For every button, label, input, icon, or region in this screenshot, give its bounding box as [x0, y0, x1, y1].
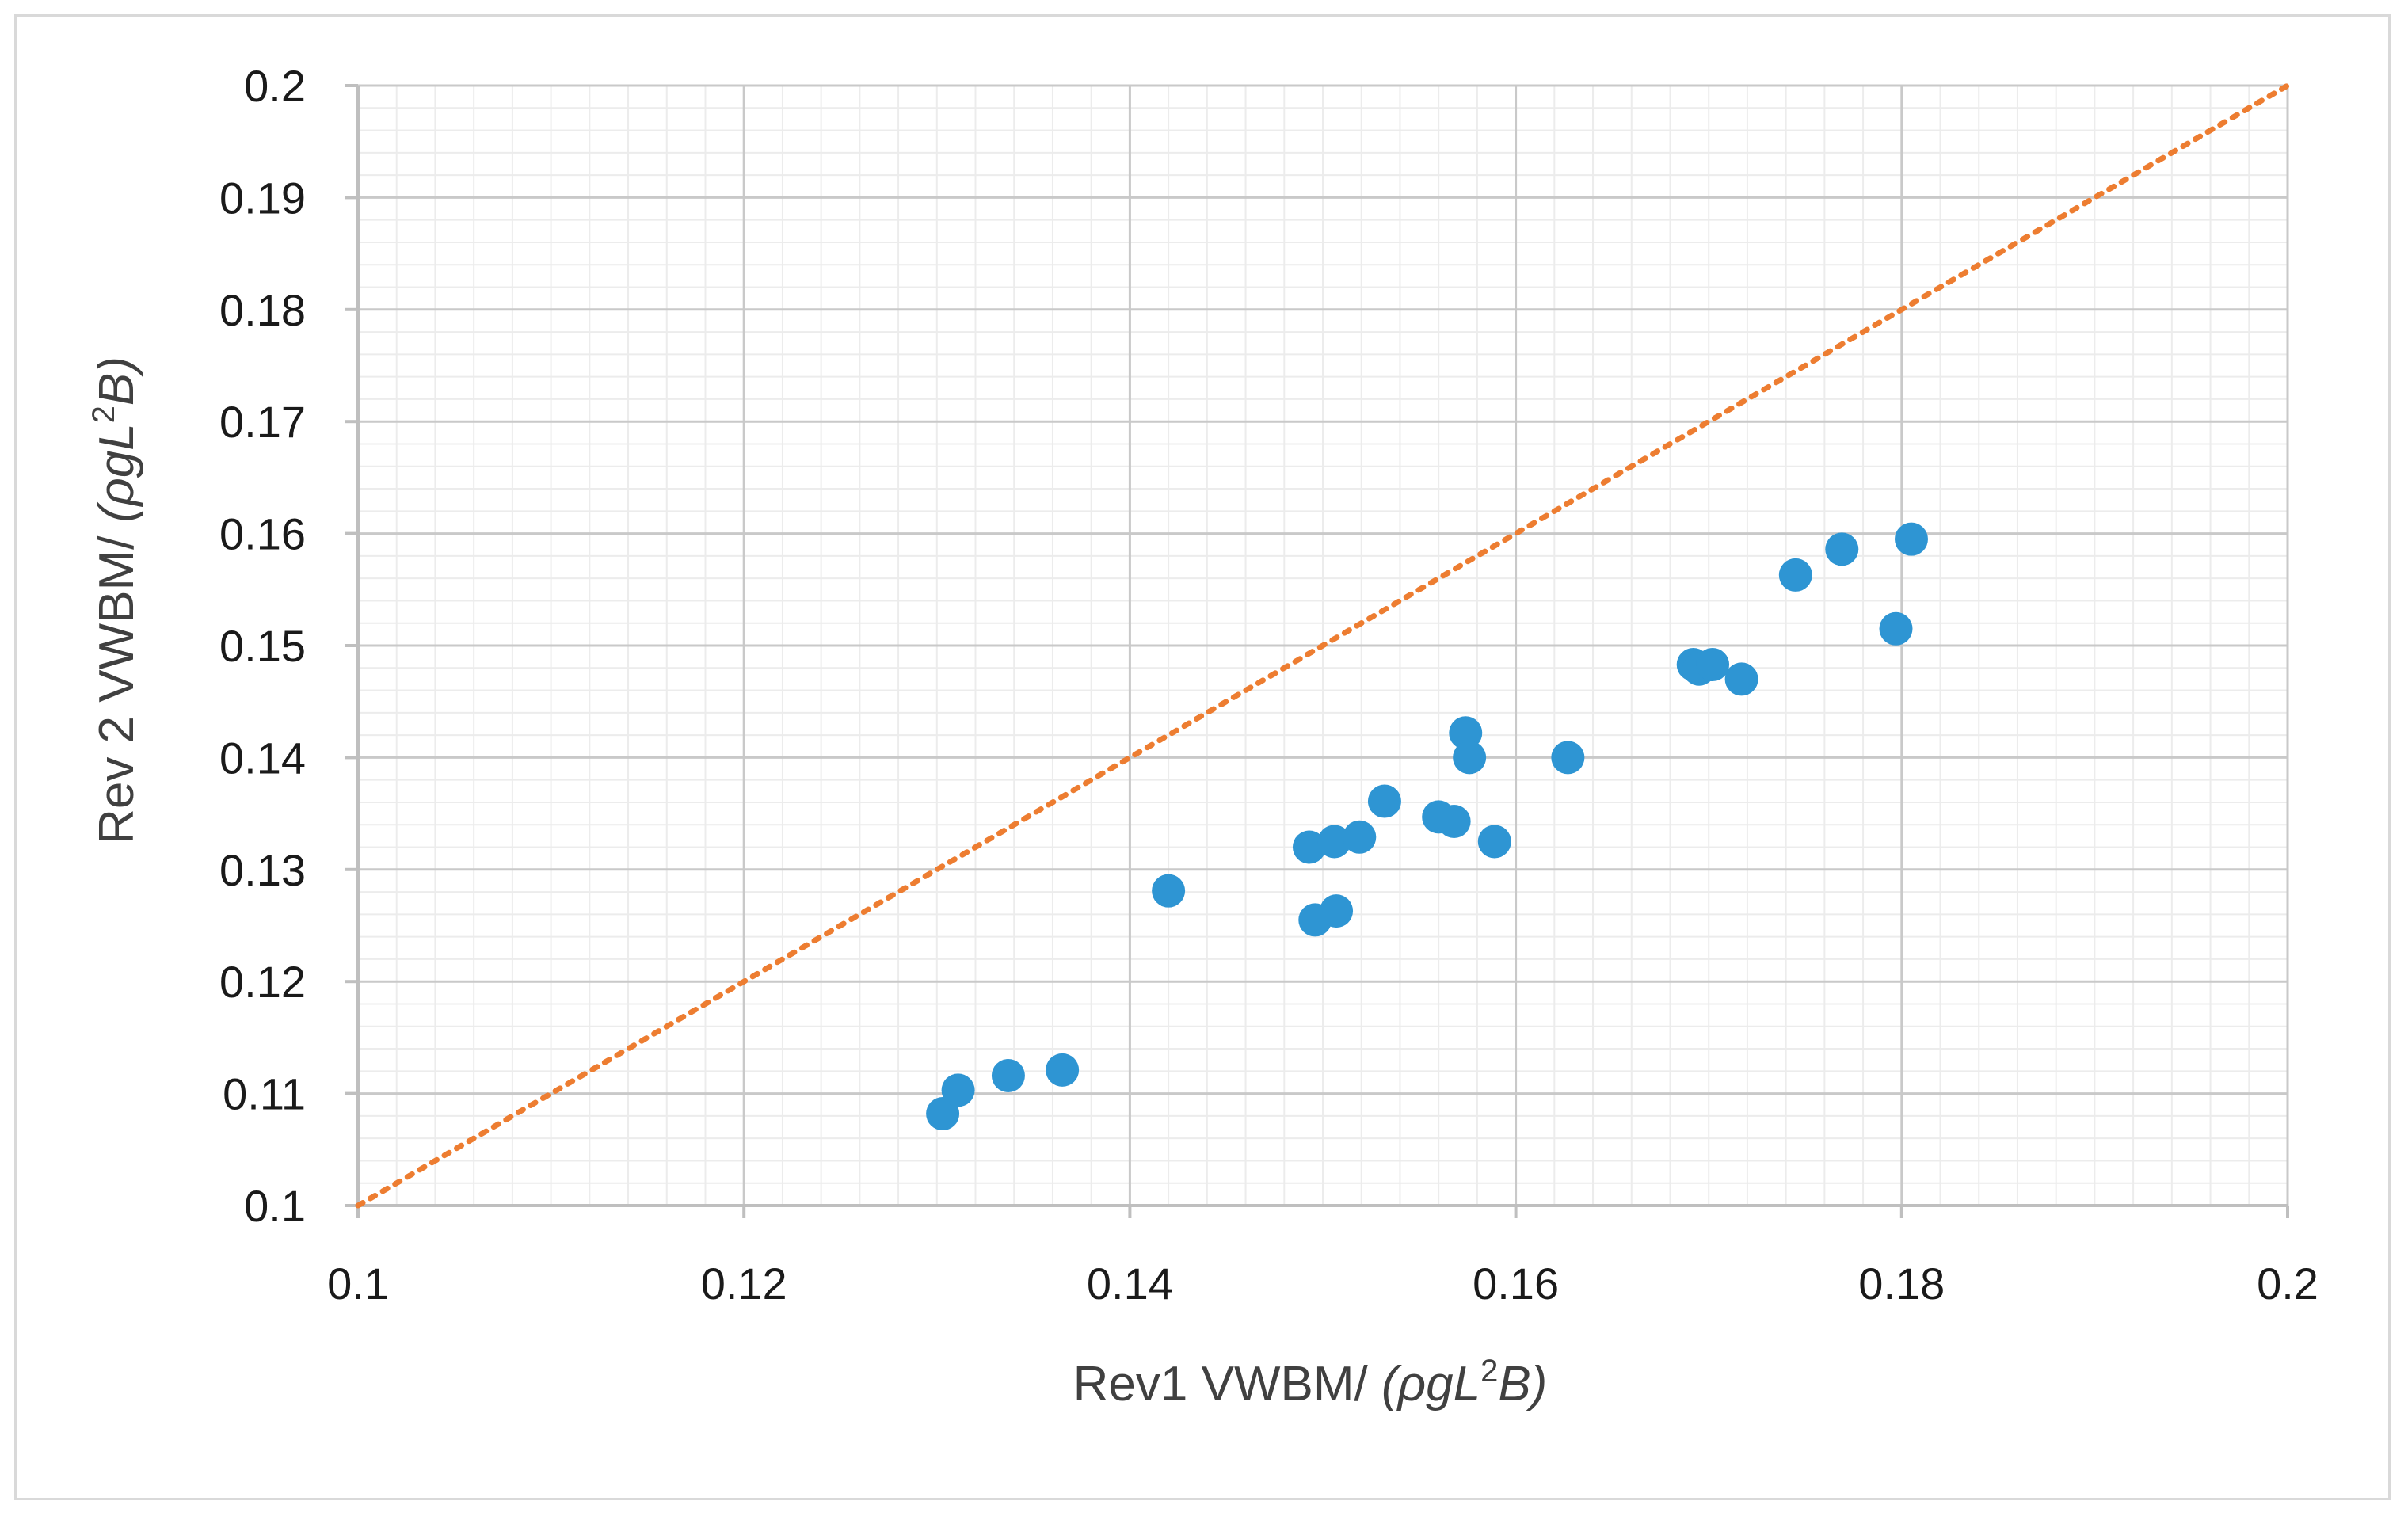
y-axis-title-superscript: 2 [86, 406, 121, 423]
scatter-point [1778, 558, 1812, 592]
scatter-point [1724, 662, 1758, 696]
y-tick-labels: 0.1 0.11 0.12 0.13 0.14 0.15 0.16 0.17 0.18 0.19 0… [219, 61, 306, 1231]
y-tick-label: 0.17 [219, 397, 306, 447]
x-tick-label: 0.2 [2257, 1259, 2318, 1309]
x-tick-label: 0.18 [1858, 1259, 1945, 1309]
x-tick-labels: 0.1 0.12 0.14 0.16 0.18 0.2 [327, 1259, 2318, 1309]
scatter-point [1343, 820, 1377, 854]
scatter-point [1317, 825, 1351, 859]
scatter-point [1551, 741, 1585, 775]
scatter-point [926, 1097, 960, 1131]
scatter-point [1449, 716, 1483, 750]
scatter-point [991, 1058, 1025, 1092]
scatter-point [1152, 874, 1186, 908]
reference-line [355, 82, 2291, 1209]
x-axis-title-superscript: 2 [1480, 1354, 1498, 1389]
y-tick-label: 0.13 [219, 845, 306, 895]
scatter-point [1367, 784, 1401, 818]
x-tick-label: 0.16 [1473, 1259, 1559, 1309]
data-points [926, 522, 1928, 1131]
y-tick-label: 0.2 [244, 61, 306, 111]
y-tick-label: 0.12 [219, 957, 306, 1007]
scatter-point [1696, 648, 1730, 682]
y-tick-label: 0.16 [219, 509, 306, 559]
major-gridlines [358, 84, 2289, 1206]
scatter-point [1879, 611, 1913, 646]
scatter-point [1453, 741, 1487, 775]
scatter-point [1437, 804, 1471, 838]
y-axis-title: Rev 2 VWBM/ (ρgL2B) [86, 356, 144, 844]
scatter-point [1046, 1053, 1080, 1087]
diagonal-reference-line [355, 82, 2291, 1209]
scatter-point [1825, 532, 1859, 566]
scatter-point [1292, 830, 1326, 864]
x-axis-title: Rev1 VWBM/ (ρgL2B) [1073, 1354, 1548, 1411]
y-tick-label: 0.14 [219, 733, 306, 783]
y-tick-label: 0.15 [219, 621, 306, 671]
scatter-point [941, 1073, 975, 1107]
x-tick-label: 0.12 [701, 1259, 787, 1309]
y-tick-label: 0.1 [244, 1181, 306, 1231]
y-tick-label: 0.18 [219, 285, 306, 335]
y-tick-label: 0.11 [223, 1069, 306, 1119]
scatter-point [1320, 894, 1354, 928]
scatter-point [1477, 825, 1511, 859]
x-tick-label: 0.14 [1087, 1259, 1173, 1309]
x-tick-label: 0.1 [327, 1259, 389, 1309]
axes [345, 84, 2289, 1218]
scatter-point [1894, 522, 1928, 556]
y-tick-label: 0.19 [219, 173, 306, 223]
